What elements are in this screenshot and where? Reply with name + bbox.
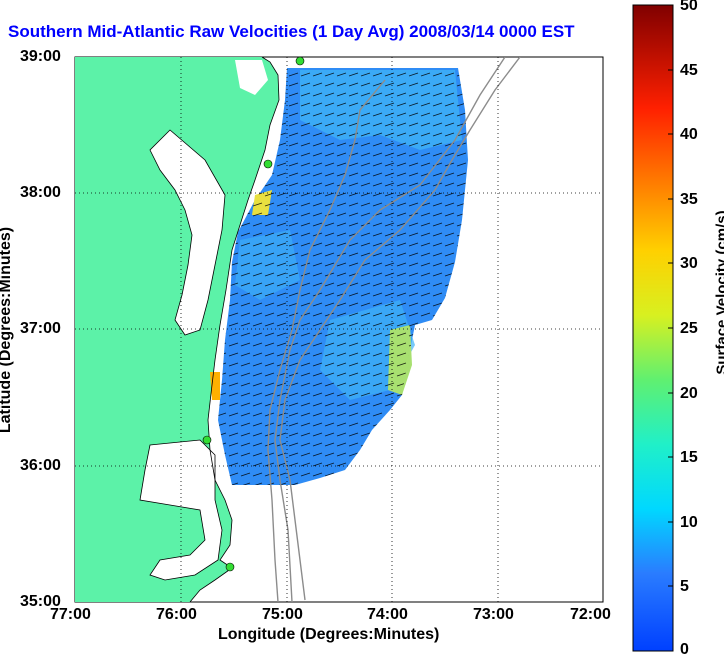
colorbar-tick-label: 45 <box>680 62 698 79</box>
station-delmarva <box>263 159 273 169</box>
colorbar-tick-label: 30 <box>680 255 698 272</box>
grid-lines <box>75 57 603 602</box>
xtick-label: 75:00 <box>262 606 303 623</box>
xtick-label: 72:00 <box>570 606 611 623</box>
xtick-label: 77:00 <box>50 606 91 623</box>
colorbar-tick-label: 10 <box>680 514 698 531</box>
colorbar-tick-label: 5 <box>680 578 689 595</box>
colorbar-tick-label: 20 <box>680 385 698 402</box>
xtick-label: 74:00 <box>367 606 408 623</box>
current-vectors <box>218 68 468 485</box>
colorbar-tick-label: 50 <box>680 0 698 14</box>
colorbar-tick-label: 40 <box>680 126 698 143</box>
colorbar-tick-label: 25 <box>680 320 698 337</box>
pamlico-sound <box>140 440 222 580</box>
xtick-label: 73:00 <box>473 606 514 623</box>
map-title: Southern Mid-Atlantic Raw Velocities (1 … <box>8 22 575 41</box>
delaware-bay <box>235 60 268 95</box>
colorbar-tick-label: 0 <box>680 641 689 658</box>
station-markers <box>202 56 305 572</box>
x-axis-label: Longitude (Degrees:Minutes) <box>218 626 440 643</box>
station-virginia-beach <box>202 435 212 445</box>
colorbar-ticks <box>668 4 673 652</box>
colorbar-tick-label: 15 <box>680 449 698 466</box>
station-hatteras <box>225 562 235 572</box>
ytick-label: 35:00 <box>20 593 61 610</box>
ytick-label: 37:00 <box>20 320 61 337</box>
y-axis-label: Latitude (Degrees:Minutes) <box>0 226 14 434</box>
bathymetry-contours <box>267 57 521 602</box>
ytick-label: 36:00 <box>20 457 61 474</box>
xtick-label: 76:00 <box>156 606 197 623</box>
station-north <box>295 56 305 66</box>
coastline <box>139 57 280 602</box>
ytick-label: 38:00 <box>20 184 61 201</box>
colorbar <box>632 4 674 652</box>
colorbar-label: Surface Velocity (cm/s) <box>713 210 724 375</box>
ytick-label: 39:00 <box>20 48 61 65</box>
colorbar-tick-label: 35 <box>680 191 698 208</box>
